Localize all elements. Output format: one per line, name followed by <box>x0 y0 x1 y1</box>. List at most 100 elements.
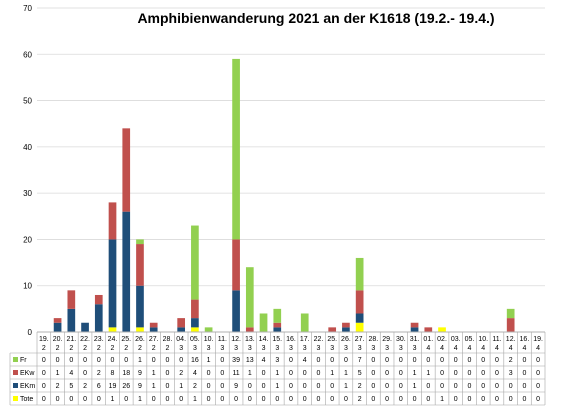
bar-segment-fr <box>355 257 364 291</box>
data-label: 2 <box>358 383 362 390</box>
x-tick-label-day: 28. <box>369 336 379 343</box>
data-label: 0 <box>317 396 321 403</box>
data-label: 0 <box>165 396 169 403</box>
bar-segment-ekw <box>136 244 144 286</box>
bar-segment-ekw <box>410 322 419 328</box>
data-label: 1 <box>275 383 279 390</box>
bar-segment-fr <box>204 327 213 332</box>
bar-segment-fr <box>191 225 199 300</box>
data-label: 0 <box>56 357 60 364</box>
data-label: 0 <box>468 357 472 364</box>
data-label: 1 <box>248 370 252 377</box>
x-tick-label-day: 12. <box>506 336 516 343</box>
x-tick-label-month: 3 <box>193 345 197 352</box>
bar-segment-ekm <box>355 313 364 323</box>
bar-segment-ekw <box>53 318 62 323</box>
bar-segment-ekw <box>177 318 186 328</box>
data-label: 1 <box>56 370 60 377</box>
x-tick-label-day: 27. <box>355 336 365 343</box>
data-label: 1 <box>152 383 156 390</box>
bar-segment-tote <box>136 327 144 332</box>
data-label: 9 <box>138 383 142 390</box>
data-label: 8 <box>111 370 115 377</box>
data-label: 4 <box>193 370 197 377</box>
data-label: 0 <box>385 357 389 364</box>
data-label: 0 <box>220 370 224 377</box>
data-label: 0 <box>440 357 444 364</box>
data-label: 0 <box>481 370 485 377</box>
x-tick-label-month: 2 <box>165 345 169 352</box>
legend-swatch-ekm <box>13 383 18 388</box>
x-tick-label-month: 4 <box>536 345 540 352</box>
x-tick-label-day: 12. <box>231 336 241 343</box>
y-tick-label: 70 <box>23 4 32 13</box>
data-label: 13 <box>246 357 254 364</box>
x-tick-label-month: 2 <box>69 345 73 352</box>
data-label: 0 <box>399 370 403 377</box>
data-label: 0 <box>42 370 46 377</box>
data-label: 39 <box>232 357 240 364</box>
data-label: 0 <box>426 383 430 390</box>
y-tick-label: 30 <box>23 189 32 198</box>
x-tick-label-day: 23. <box>94 336 104 343</box>
data-label: 0 <box>495 370 499 377</box>
legend-label-tote: Tote <box>20 396 33 403</box>
x-tick-label-day: 28. <box>163 336 173 343</box>
x-tick-label-day: 04. <box>176 336 186 343</box>
bar-segment-fr <box>232 58 240 240</box>
bar-segment-ekw <box>108 202 117 240</box>
x-tick-label-day: 05. <box>190 336 200 343</box>
x-tick-label-day: 10. <box>478 336 488 343</box>
data-label: 0 <box>303 396 307 403</box>
x-tick-label-day: 31. <box>410 336 420 343</box>
y-tick-label: 10 <box>23 282 32 291</box>
data-label: 0 <box>495 357 499 364</box>
x-tick-label-day: 21. <box>66 336 76 343</box>
chart-title: Amphibienwanderung 2021 an der K1618 (19… <box>137 10 494 26</box>
x-tick-label-month: 3 <box>289 345 293 352</box>
y-tick-label: 0 <box>28 328 33 337</box>
x-tick-label-month: 4 <box>468 345 472 352</box>
y-tick-label: 60 <box>23 50 32 59</box>
grid-layer <box>37 7 545 333</box>
data-label: 1 <box>330 370 334 377</box>
data-label: 1 <box>440 396 444 403</box>
data-label: 0 <box>399 357 403 364</box>
bar-segment-ekm <box>273 327 282 332</box>
x-tick-label-day: 29. <box>382 336 392 343</box>
data-label: 0 <box>481 383 485 390</box>
x-tick-label-month: 4 <box>481 345 485 352</box>
bar-segment-ekw <box>67 290 76 309</box>
x-tick-label-month: 2 <box>111 345 115 352</box>
data-label: 0 <box>262 370 266 377</box>
data-label: 0 <box>385 370 389 377</box>
x-tick-label-month: 2 <box>138 345 142 352</box>
data-label: 0 <box>481 396 485 403</box>
bar-segment-ekw <box>122 128 131 212</box>
data-label: 0 <box>399 383 403 390</box>
bar-segment-ekm <box>67 308 76 332</box>
x-tick-label-day: 26. <box>341 336 351 343</box>
x-tick-label-month: 3 <box>234 345 238 352</box>
data-label: 1 <box>207 357 211 364</box>
data-label: 0 <box>426 357 430 364</box>
x-tick-label-day: 10. <box>204 336 214 343</box>
data-label: 4 <box>262 357 266 364</box>
data-label: 0 <box>83 370 87 377</box>
legend-label-fr: Fr <box>20 357 27 364</box>
data-label: 11 <box>232 370 239 377</box>
x-tick-label-month: 4 <box>522 345 526 352</box>
bar-segment-ekm <box>108 239 117 328</box>
data-label: 0 <box>522 370 526 377</box>
x-tick-label-day: 30. <box>396 336 406 343</box>
data-label: 1 <box>138 357 142 364</box>
x-tick-label-month: 2 <box>42 345 46 352</box>
x-tick-label-day: 03. <box>451 336 461 343</box>
bar-segment-ekm <box>149 327 158 332</box>
data-label: 0 <box>97 357 101 364</box>
x-tick-label-month: 2 <box>124 345 128 352</box>
data-label: 2 <box>97 370 101 377</box>
y-tick-label: 20 <box>23 235 32 244</box>
data-label: 0 <box>344 396 348 403</box>
x-tick-label-month: 2 <box>56 345 60 352</box>
